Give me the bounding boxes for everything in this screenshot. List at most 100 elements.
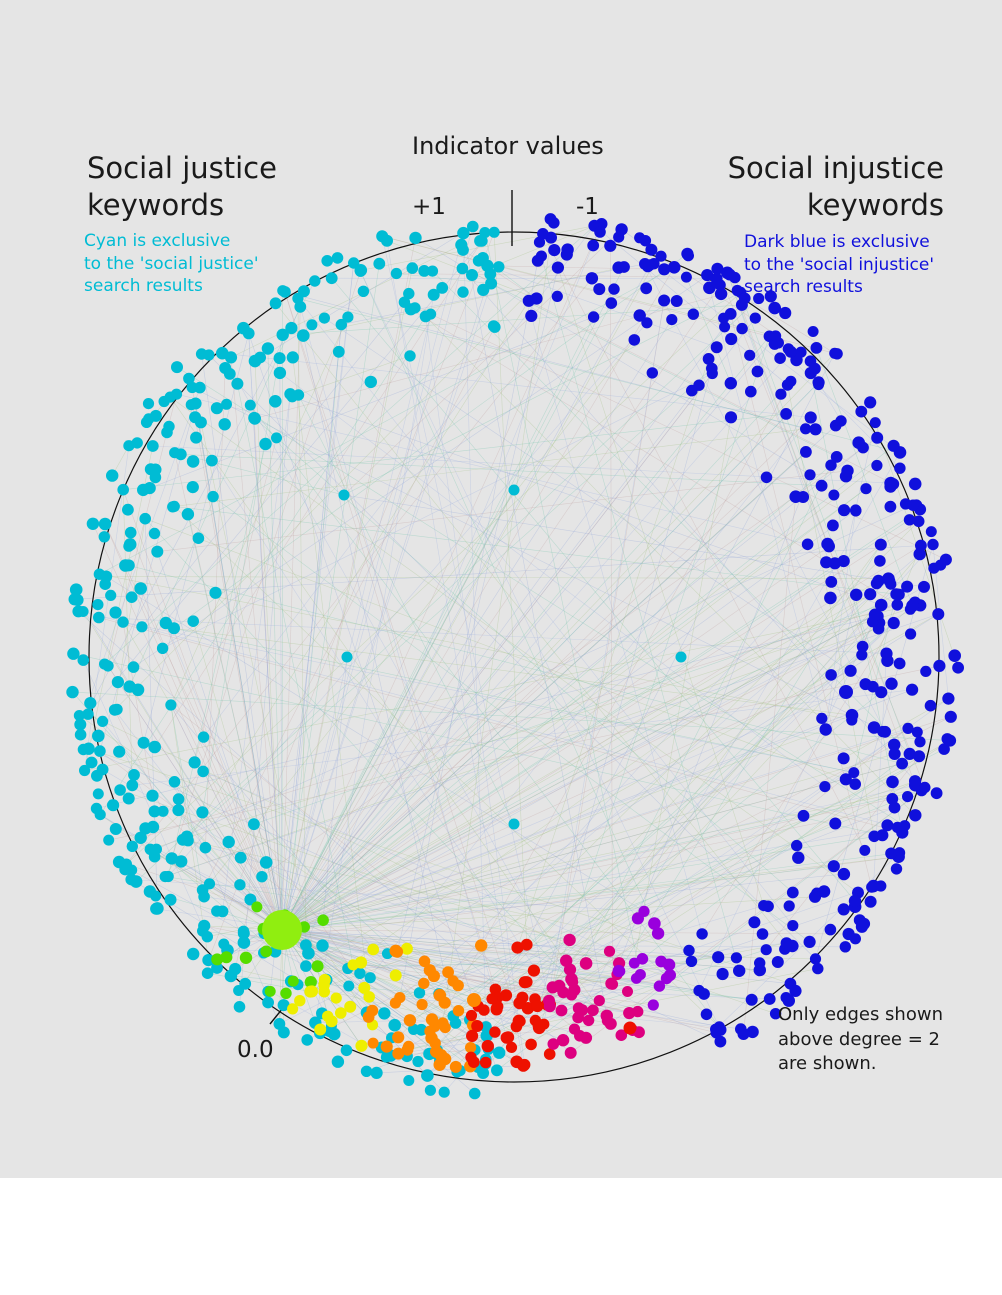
network-edge [303, 335, 456, 1024]
left-note-line-2: to the 'social justice' [84, 253, 259, 274]
cyan-keyword-node [106, 469, 119, 482]
dark-blue-keyword-node [780, 937, 793, 949]
network-edge [281, 509, 921, 931]
cyan-keyword-node [424, 1084, 436, 1096]
dark-blue-keyword-node [942, 692, 955, 705]
network-edge [281, 865, 834, 931]
dark-blue-keyword-node [801, 538, 814, 551]
network-edge [292, 396, 882, 606]
cyan-keyword-node [403, 1075, 415, 1086]
network-edge [222, 393, 291, 912]
network-edge [557, 267, 764, 906]
large-red-node [623, 1021, 637, 1035]
network-edge [455, 615, 879, 1068]
red-keyword-node [514, 1015, 526, 1027]
network-edge [281, 546, 830, 931]
network-edge [727, 272, 828, 545]
network-edge [442, 237, 552, 1024]
dark-blue-keyword-node [703, 281, 716, 295]
network-edge [186, 368, 712, 837]
network-edge [281, 382, 819, 931]
network-edge [787, 384, 875, 837]
cyan-keyword-node [292, 292, 304, 304]
network-edge [305, 223, 602, 946]
cyan-keyword-node [408, 1023, 420, 1035]
network-edge [141, 302, 405, 627]
left-group-title: Social justice keywords [87, 150, 277, 224]
network-edge [843, 422, 876, 562]
red-keyword-node [489, 1026, 501, 1038]
dark-blue-keyword-node [783, 900, 795, 912]
left-title-line-2: keywords [87, 188, 225, 222]
cyan-keyword-node [318, 312, 330, 324]
cyan-keyword-node [418, 265, 431, 277]
network-edge [281, 763, 903, 931]
network-edge [281, 335, 776, 931]
orange-keyword-node [418, 955, 431, 968]
network-edge [157, 551, 283, 931]
cyan-keyword-node [316, 939, 329, 952]
network-edge [315, 1015, 607, 1023]
network-edge [729, 274, 916, 786]
dark-blue-keyword-node [890, 588, 903, 601]
red-keyword-node [471, 1020, 484, 1032]
network-edge [281, 445, 894, 931]
red-keyword-node [505, 1041, 518, 1053]
network-edge [281, 314, 431, 931]
network-edge [322, 656, 348, 921]
green-keyword-node [264, 985, 276, 997]
purple-keyword-node [628, 957, 640, 969]
dark-blue-keyword-node [952, 661, 964, 674]
purple-keyword-node [651, 927, 665, 940]
network-edge [84, 605, 913, 771]
dark-blue-keyword-node [860, 483, 872, 495]
network-edge [430, 313, 947, 560]
magenta-keyword-node [568, 1023, 581, 1035]
network-edge [170, 704, 283, 931]
network-edge [396, 267, 559, 952]
dark-blue-keyword-node [551, 261, 565, 274]
network-edge [222, 353, 575, 991]
cyan-keyword-node [196, 884, 209, 896]
cyan-keyword-node [229, 962, 242, 976]
green-keyword-node [260, 945, 273, 958]
dark-blue-keyword-node [846, 714, 858, 726]
dark-blue-keyword-node [839, 941, 851, 953]
network-edge [281, 521, 919, 931]
dark-blue-keyword-node [701, 269, 714, 282]
yellow-keyword-node [318, 985, 331, 998]
dark-blue-keyword-node [683, 944, 695, 957]
network-edge [281, 263, 380, 931]
network-edge [471, 691, 882, 1016]
cyan-keyword-node [92, 599, 104, 611]
dark-blue-keyword-node [850, 505, 862, 517]
network-edge [463, 233, 487, 1027]
network-edge [131, 879, 645, 912]
yellow-keyword-node [314, 1023, 327, 1036]
cyan-keyword-node [378, 1007, 391, 1020]
network-edge [253, 824, 365, 989]
cyan-keyword-node [301, 1034, 314, 1046]
network-edge [281, 896, 816, 931]
network-edge [495, 740, 951, 990]
dark-blue-keyword-node [824, 923, 837, 936]
network-edge [281, 385, 700, 931]
dark-blue-keyword-node [903, 747, 916, 761]
dark-blue-keyword-node [837, 555, 850, 568]
dark-blue-keyword-node [913, 750, 926, 763]
network-edge [427, 698, 949, 1076]
central-hub-node [262, 910, 302, 950]
dark-blue-keyword-node [825, 459, 837, 471]
network-edge [104, 225, 595, 665]
cyan-keyword-node [269, 297, 282, 310]
purple-keyword-node [613, 965, 626, 977]
network-edge [281, 716, 951, 931]
dark-blue-keyword-node [824, 591, 837, 605]
dark-blue-keyword-node [797, 491, 810, 503]
network-edge [324, 317, 874, 687]
magenta-keyword-node [564, 1046, 577, 1059]
dark-blue-keyword-node [561, 243, 574, 256]
dark-blue-keyword-node [775, 388, 787, 400]
orange-keyword-node [389, 944, 403, 958]
cyan-keyword-node [194, 381, 206, 394]
